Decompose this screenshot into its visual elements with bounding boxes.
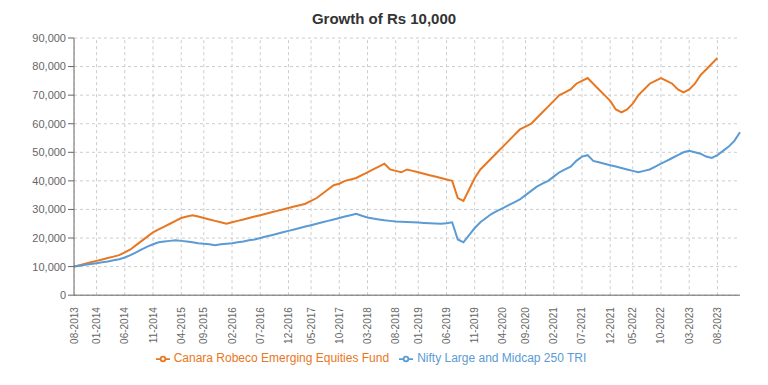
svg-text:05-2017: 05-2017 [306,307,317,344]
html-text:Nifty Large and Midcap 250 TRI: Nifty Large and Midcap 250 TRI [417,351,587,366]
svg-text:06-2019: 06-2019 [441,307,452,344]
svg-text:90,000: 90,000 [32,32,66,44]
svg-text:07-2021: 07-2021 [576,307,587,344]
svg-text:03-2018: 03-2018 [362,307,373,344]
svg-text:0: 0 [60,289,66,301]
svg-text:05-2022: 05-2022 [627,307,638,344]
svg-text:50,000: 50,000 [32,146,66,158]
svg-text:11-2014: 11-2014 [148,307,159,343]
svg-text:10-2017: 10-2017 [334,307,345,344]
svg-text:04-2020: 04-2020 [497,307,508,344]
svg-text:08-2013: 08-2013 [69,307,80,344]
svg-text:07-2016: 07-2016 [255,307,266,344]
svg-text:80,000: 80,000 [32,60,66,72]
svg-text:09-2020: 09-2020 [520,307,531,344]
svg-text:11-2019: 11-2019 [469,307,480,343]
svg-text:03-2023: 03-2023 [684,307,695,344]
svg-text:08-2023: 08-2023 [712,307,723,344]
svg-text:08-2018: 08-2018 [390,307,401,344]
svg-text:12-2016: 12-2016 [283,307,294,344]
svg-text:60,000: 60,000 [32,118,66,130]
svg-text:70,000: 70,000 [32,89,66,101]
svg-text:10-2022: 10-2022 [655,307,666,344]
svg-text:09-2015: 09-2015 [198,307,209,344]
svg-text:04-2015: 04-2015 [176,307,187,344]
svg-text:12-2021: 12-2021 [605,307,616,344]
svg-text:01-2014: 01-2014 [91,307,102,344]
svg-text:10,000: 10,000 [32,261,66,273]
svg-text:06-2014: 06-2014 [119,307,130,344]
svg-text:02-2016: 02-2016 [227,307,238,344]
svg-text:02-2021: 02-2021 [548,307,559,344]
svg-text:01-2019: 01-2019 [413,307,424,344]
svg-text:20,000: 20,000 [32,232,66,244]
html-text:Growth of Rs 10,000: Growth of Rs 10,000 [311,10,457,27]
svg-text:30,000: 30,000 [32,203,66,215]
svg-text:40,000: 40,000 [32,175,66,187]
html-text:Canara Robeco Emerging Equitie: Canara Robeco Emerging Equities Fund [173,351,390,366]
